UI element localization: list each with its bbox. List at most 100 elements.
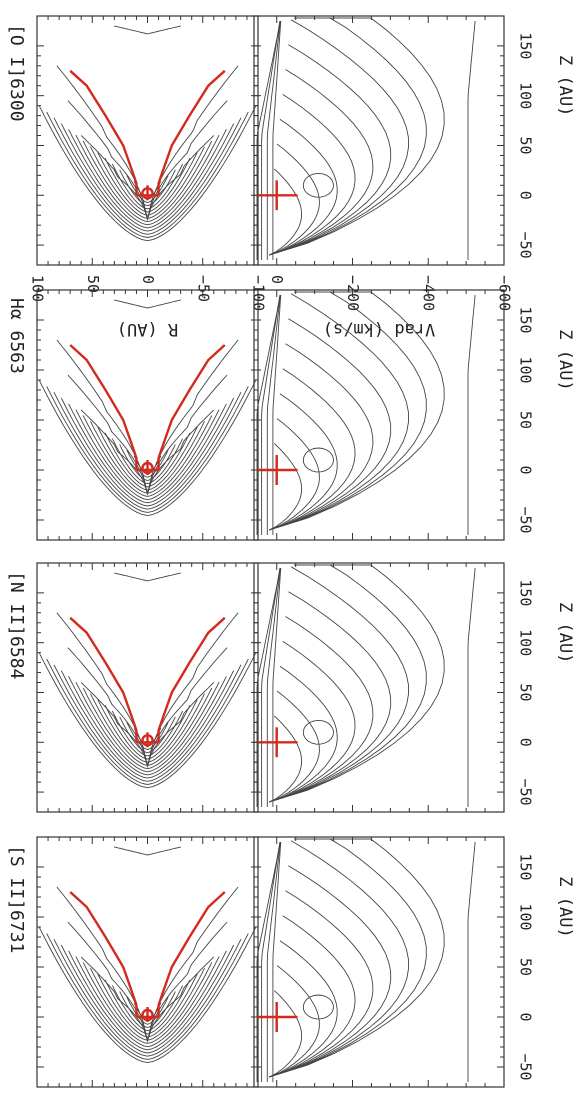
contour-line	[126, 449, 169, 478]
contour-line	[266, 20, 281, 260]
emission-map-panel-3: [N II]6584	[6, 562, 259, 813]
contour-line	[269, 343, 374, 531]
contour-line	[97, 152, 198, 216]
z-axis-label: Z (AU)	[555, 55, 575, 116]
contour-line	[56, 339, 239, 495]
contour-line	[46, 933, 249, 1060]
z-tick-label: 0	[517, 465, 535, 474]
contour-line	[302, 447, 334, 473]
contour-line	[82, 140, 213, 223]
contour-line	[75, 409, 220, 501]
contour-line	[68, 676, 227, 776]
contour-line	[60, 123, 235, 232]
contour-line	[104, 432, 191, 488]
contour-line	[68, 950, 227, 1051]
contour-line	[269, 291, 427, 531]
contour-line	[114, 25, 181, 35]
contour-line	[104, 158, 191, 213]
panel-frame	[253, 15, 505, 266]
jet-boundary	[157, 69, 226, 196]
contour-line	[38, 380, 257, 517]
contour-line	[266, 841, 281, 1082]
contour-line	[97, 699, 198, 763]
jet-boundary	[157, 891, 226, 1017]
r-tick-label: 0	[139, 275, 157, 284]
vrad-tick-label: 0	[268, 275, 286, 284]
contour-line	[269, 118, 338, 256]
contour-line	[80, 956, 215, 1043]
contour-line	[467, 567, 476, 807]
contour-line	[269, 168, 303, 256]
contour-line	[75, 956, 220, 1048]
contour-line	[269, 690, 320, 803]
contour-line	[269, 940, 338, 1078]
contour-line	[269, 715, 303, 803]
velocity-panel-3: −50 0 50 100 150 Z (AU)	[253, 562, 575, 813]
contour-line	[269, 564, 445, 803]
contour-line	[269, 616, 374, 803]
contour-line	[60, 670, 235, 779]
contour-line	[82, 687, 213, 770]
contour-line	[269, 591, 392, 803]
contour-line	[261, 20, 281, 260]
contour-line	[56, 65, 239, 220]
contour-line	[269, 69, 374, 256]
panel-title: [O I]6300	[6, 24, 27, 122]
contour-line	[266, 294, 281, 535]
panel-frame	[253, 836, 505, 1088]
contour-line	[256, 567, 282, 807]
r-tick-label: 100	[29, 275, 47, 302]
contour-line	[256, 20, 282, 260]
contour-line	[269, 293, 409, 531]
contour-line	[60, 944, 235, 1054]
contour-line	[302, 719, 334, 745]
r-tick-label: −50	[194, 275, 212, 302]
jet-boundary	[157, 344, 226, 470]
z-tick-label: 0	[517, 1012, 535, 1021]
source-marker	[141, 1008, 154, 1022]
contour-line	[269, 838, 427, 1078]
contour-line	[114, 572, 181, 582]
contour-line	[82, 415, 213, 497]
jet-boundary	[69, 891, 138, 1017]
source-marker	[141, 187, 154, 200]
r-axis-label: R (AU)	[117, 319, 178, 339]
contour-line	[268, 990, 303, 1078]
contour-line	[126, 175, 169, 203]
contour-line	[53, 117, 242, 235]
z-tick-label: 50	[517, 683, 535, 701]
contour-line	[269, 641, 356, 803]
contour-line	[97, 426, 198, 491]
contour-line	[111, 438, 184, 485]
contour-line	[111, 985, 184, 1032]
contour-line	[272, 841, 282, 1082]
z-axis-label: Z (AU)	[555, 876, 575, 937]
contour-line	[126, 996, 169, 1025]
contour-line	[269, 291, 445, 531]
z-tick-label: 100	[517, 903, 535, 930]
contour-line	[269, 143, 320, 256]
contour-line	[467, 294, 476, 535]
contour-line	[67, 100, 228, 221]
contour-line	[111, 710, 184, 757]
z-axis-label: Z (AU)	[555, 602, 575, 663]
contour-line	[46, 386, 249, 513]
contour-line	[38, 105, 257, 242]
contour-line	[104, 979, 191, 1035]
contour-line	[38, 927, 257, 1064]
contour-line	[97, 973, 198, 1038]
z-tick-label: 50	[517, 136, 535, 154]
contour-line	[269, 368, 356, 531]
z-tick-label: −50	[517, 506, 535, 533]
contour-line	[80, 682, 215, 768]
contour-line	[272, 20, 282, 260]
contour-line	[114, 299, 181, 309]
contour-line	[269, 44, 392, 256]
contour-line	[75, 681, 220, 773]
contour-line	[38, 652, 257, 789]
z-tick-label: 50	[517, 411, 535, 429]
contour-line	[68, 403, 227, 504]
source-marker	[141, 461, 154, 475]
jet-boundary	[69, 616, 138, 743]
